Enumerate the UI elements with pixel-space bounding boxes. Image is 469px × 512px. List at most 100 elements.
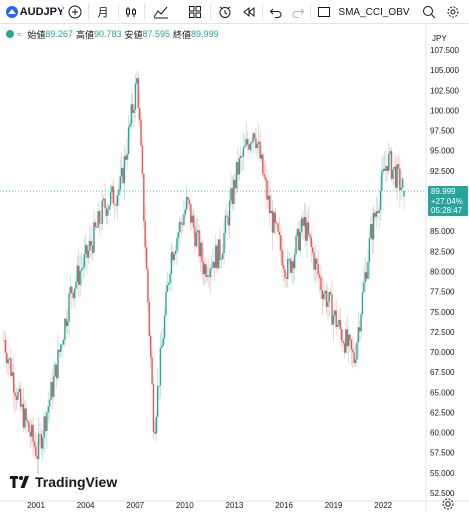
candle-body [324, 290, 326, 294]
legend-toggle-icon[interactable]: ≈ [17, 29, 22, 39]
candle-body [224, 215, 227, 234]
candle-body [138, 107, 141, 120]
candle-body [12, 372, 15, 393]
chart-settings-icon[interactable] [441, 497, 455, 511]
divider [144, 4, 145, 20]
candle-body [111, 186, 113, 193]
settings-icon[interactable] [444, 0, 462, 24]
candle-body [361, 292, 364, 315]
candle-body [107, 209, 109, 216]
candle-body [327, 301, 329, 307]
candle-body [48, 399, 51, 407]
candle-body [30, 424, 33, 437]
candle-body [257, 141, 260, 144]
candle-body [39, 434, 41, 435]
candle-body [353, 352, 355, 364]
candle-body [397, 164, 400, 169]
price-tick-label: 102.500 [430, 86, 459, 95]
price-tick-label: 100.000 [430, 106, 459, 115]
indicators-icon[interactable] [150, 0, 172, 24]
redo-icon[interactable] [290, 0, 306, 24]
add-compare-icon[interactable] [66, 0, 84, 24]
legend-dot-icon[interactable] [6, 30, 14, 38]
candle-body [316, 258, 318, 265]
candle-body [306, 222, 308, 241]
candle-body [234, 179, 236, 189]
low-label: 安値 [124, 29, 143, 40]
undo-icon[interactable] [268, 0, 284, 24]
candle-body [147, 268, 149, 303]
candle-body [383, 168, 386, 171]
symbol-logo-icon[interactable] [2, 0, 22, 24]
alert-icon[interactable] [216, 0, 234, 24]
candle-body [148, 302, 151, 336]
candle-body [137, 78, 139, 108]
candle-body [179, 221, 181, 233]
candle-body [6, 352, 8, 364]
candle-body [155, 416, 157, 434]
candle-body [94, 222, 97, 228]
indicator-template-button[interactable]: SMA_CCI_OBV [336, 0, 412, 24]
candle-body [354, 359, 357, 364]
candle-body [332, 315, 335, 325]
candle-body [275, 222, 278, 224]
candle-body [150, 335, 152, 358]
candle-body [375, 211, 378, 217]
tradingview-logo[interactable]: TradingView [10, 474, 117, 490]
replay-icon[interactable] [240, 0, 258, 24]
candle-body [119, 176, 121, 190]
candle-body [80, 269, 83, 272]
candle-body [246, 139, 249, 145]
candle-body [15, 396, 18, 400]
price-tick-label: 105.000 [430, 66, 459, 75]
candle-body [209, 268, 211, 277]
candle-body [68, 293, 70, 322]
price-tick-label: 72.500 [430, 328, 455, 337]
candle-body [385, 165, 387, 171]
candle-body [381, 171, 383, 191]
candle-body [371, 224, 373, 240]
candle-body [393, 166, 396, 170]
candle-body [372, 212, 375, 240]
price-tick-label: 57.500 [430, 449, 455, 458]
price-tick-label: 62.500 [430, 408, 455, 417]
candle-body [368, 238, 371, 262]
candle-body [4, 340, 7, 353]
candle-body [205, 264, 207, 277]
candle-body [3, 339, 5, 341]
candle-body [239, 156, 242, 159]
time-tick-label: 2001 [27, 501, 45, 510]
candle-body [367, 261, 369, 279]
price-tick-label: 85.000 [430, 227, 455, 236]
symbol-button[interactable]: AUDJPY [20, 0, 65, 24]
candle-body [215, 245, 217, 268]
candle-body [112, 186, 115, 204]
high-label: 高値 [75, 29, 94, 40]
layout-icon[interactable] [316, 0, 332, 24]
tradingview-logo-icon [10, 476, 29, 488]
interval-button[interactable]: 月 [92, 0, 114, 24]
candle-body [285, 277, 288, 279]
bar-style-icon[interactable] [122, 0, 140, 24]
candle-body [174, 250, 177, 255]
candle-body [60, 344, 62, 352]
symbol-label: AUDJPY [19, 6, 65, 18]
current-price-value: 89.999 [431, 187, 456, 196]
candle-body [259, 141, 261, 159]
price-chart[interactable]: 107.500 105.000 102.500 100.000 97.500 95.000… [0, 25, 469, 512]
candle-body [134, 83, 137, 110]
candle-body [399, 168, 401, 190]
candle-body [238, 158, 240, 175]
candle-body [57, 349, 59, 379]
candle-body [152, 384, 155, 432]
search-icon[interactable] [420, 0, 438, 24]
candle-body [86, 245, 88, 258]
candle-body [46, 412, 48, 432]
candle-body [191, 215, 193, 223]
templates-icon[interactable] [186, 0, 204, 24]
candle-body [269, 195, 271, 214]
candle-body [241, 156, 243, 157]
candle-body [144, 221, 146, 248]
divider [88, 4, 89, 20]
candle-body [127, 127, 130, 155]
